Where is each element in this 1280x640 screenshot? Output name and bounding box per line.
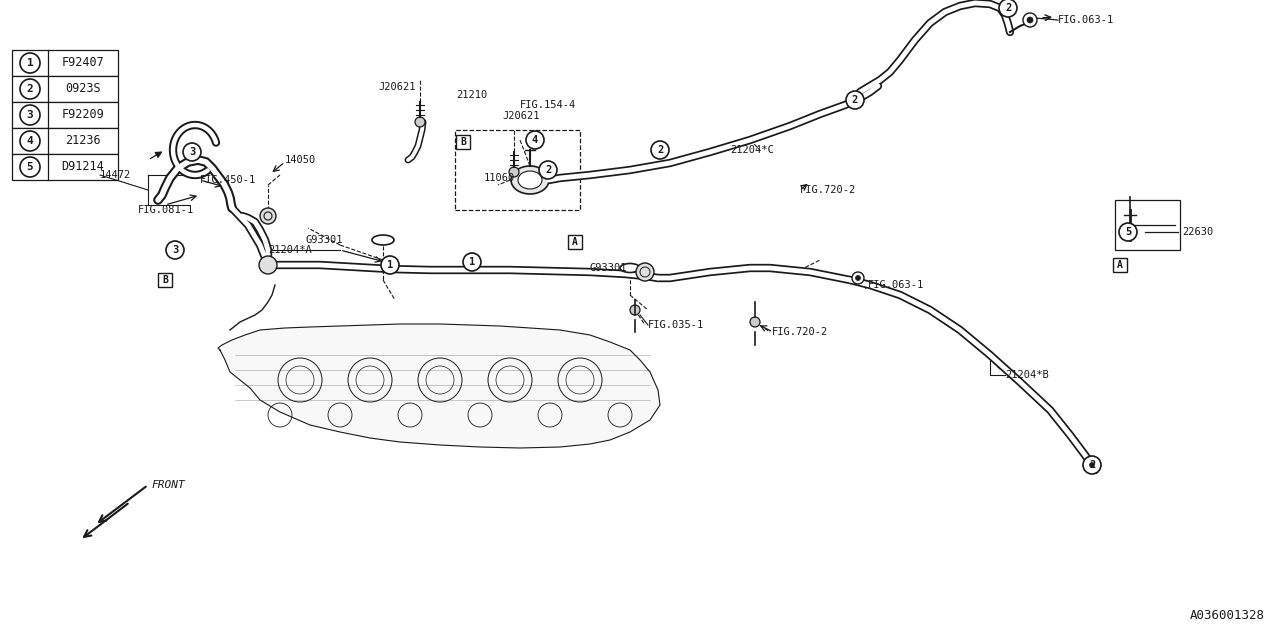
Ellipse shape [511,166,549,194]
Bar [157,273,172,287]
Circle shape [539,161,557,179]
Circle shape [259,256,276,274]
Bar [12,154,118,180]
Circle shape [1085,459,1098,471]
Ellipse shape [620,264,640,273]
Text: 1: 1 [27,58,33,68]
Circle shape [630,305,640,315]
Circle shape [652,141,669,159]
Text: 11060: 11060 [484,173,516,183]
Circle shape [1083,456,1101,474]
Text: FIG.450-1: FIG.450-1 [200,175,256,185]
Text: J20621: J20621 [378,82,416,92]
Text: FIG.063-1: FIG.063-1 [868,280,924,290]
Text: 2: 2 [1089,460,1096,470]
Circle shape [1027,17,1033,23]
Text: F92209: F92209 [61,109,105,122]
Circle shape [20,131,40,151]
Ellipse shape [372,235,394,245]
Bar [12,102,118,128]
Circle shape [183,143,201,161]
Text: 4: 4 [27,136,33,146]
Text: 14472: 14472 [100,170,132,180]
Polygon shape [218,324,660,448]
Circle shape [1125,228,1135,238]
Text: 21204*A: 21204*A [268,245,312,255]
Circle shape [526,131,544,149]
Text: FIG.063-1: FIG.063-1 [1059,15,1115,25]
Text: 2: 2 [545,165,552,175]
Text: A036001328: A036001328 [1190,609,1265,622]
Bar [12,128,118,154]
Text: 2: 2 [27,84,33,94]
Text: FIG.720-2: FIG.720-2 [800,185,856,195]
Bar [1114,258,1126,272]
Bar [1115,200,1180,250]
Circle shape [998,0,1018,17]
Text: 3: 3 [189,147,195,157]
Circle shape [1023,13,1037,27]
Text: F92407: F92407 [61,56,105,70]
Text: 21204*B: 21204*B [1005,370,1048,380]
Circle shape [415,117,425,127]
Circle shape [846,91,864,109]
Bar [456,135,470,149]
Text: 21210: 21210 [457,90,488,100]
Text: 2: 2 [1005,3,1011,13]
Text: 14050: 14050 [285,155,316,165]
Text: 2: 2 [852,95,858,105]
Circle shape [20,79,40,99]
Text: B: B [163,275,168,285]
Text: FIG.035-1: FIG.035-1 [648,320,704,330]
Circle shape [381,256,399,274]
Text: FIG.081-1: FIG.081-1 [138,205,195,215]
Circle shape [852,272,864,284]
Text: 1: 1 [387,260,393,270]
Text: 21236: 21236 [65,134,101,147]
Text: A: A [1117,260,1123,270]
Circle shape [20,105,40,125]
Circle shape [855,275,860,280]
Circle shape [20,53,40,73]
Circle shape [20,157,40,177]
Text: FIG.154-4: FIG.154-4 [520,100,576,110]
Text: D91214: D91214 [61,161,105,173]
Text: 4: 4 [532,135,538,145]
Circle shape [260,208,276,224]
Circle shape [463,253,481,271]
Text: G93301: G93301 [590,263,627,273]
Text: J20621: J20621 [502,111,539,121]
Text: 0923S: 0923S [65,83,101,95]
Text: FIG.720-2: FIG.720-2 [772,327,828,337]
Text: 1: 1 [468,257,475,267]
Circle shape [509,167,518,177]
Bar [12,76,118,102]
Bar [568,235,582,249]
Circle shape [166,241,184,259]
Text: 22630: 22630 [1181,227,1213,237]
Bar [12,50,118,76]
Text: A: A [572,237,579,247]
Ellipse shape [518,171,541,189]
Text: 21204*C: 21204*C [730,145,773,155]
Circle shape [1119,223,1137,241]
Circle shape [636,263,654,281]
Text: 5: 5 [1125,227,1132,237]
Text: 3: 3 [27,110,33,120]
Text: G93301: G93301 [305,235,343,245]
Text: 3: 3 [172,245,178,255]
Text: 5: 5 [27,162,33,172]
Text: FRONT: FRONT [152,480,186,490]
Text: B: B [460,137,466,147]
Circle shape [750,317,760,327]
Circle shape [1089,463,1094,467]
Text: 2: 2 [657,145,663,155]
